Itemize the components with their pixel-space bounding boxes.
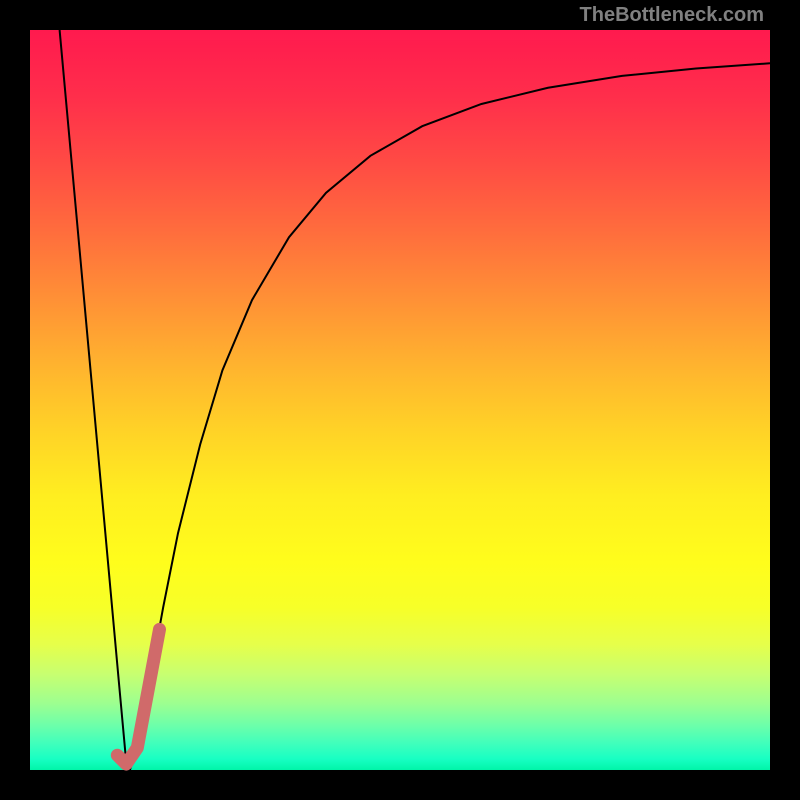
main-curve [60, 30, 770, 770]
plot-area [30, 30, 770, 770]
figure-stage: TheBottleneck.com [0, 0, 800, 800]
watermark-text: TheBottleneck.com [580, 4, 764, 27]
curve-layer [30, 30, 770, 770]
